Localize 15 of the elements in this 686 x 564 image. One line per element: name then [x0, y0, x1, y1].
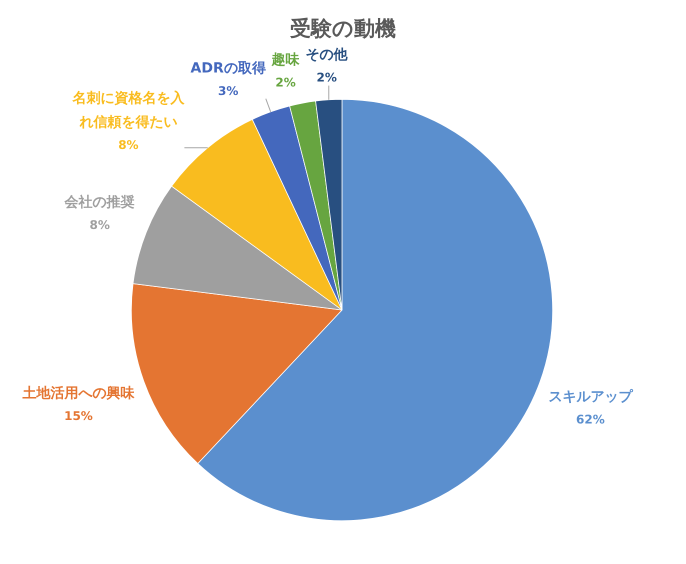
slice-label: その他	[306, 47, 349, 64]
slice-label: スキルアップ	[548, 388, 634, 405]
data-label: 8%	[118, 138, 139, 152]
slice-label: 名刺に資格名を入れ信頼を得たい	[71, 90, 186, 130]
slice-label: 土地活用への興味	[21, 386, 136, 402]
slice-label: 会社の推奨	[64, 194, 135, 211]
slice-label: 趣味	[270, 52, 301, 68]
data-label: 2%	[316, 70, 337, 85]
data-label: 15%	[64, 409, 93, 424]
data-label: 2%	[275, 75, 296, 90]
data-label: 3%	[218, 84, 238, 98]
slice-label: ADRの取得	[190, 60, 266, 76]
chart-title: 受験の動機	[290, 16, 396, 40]
data-label: 62%	[576, 412, 605, 426]
data-label: 8%	[89, 218, 110, 232]
